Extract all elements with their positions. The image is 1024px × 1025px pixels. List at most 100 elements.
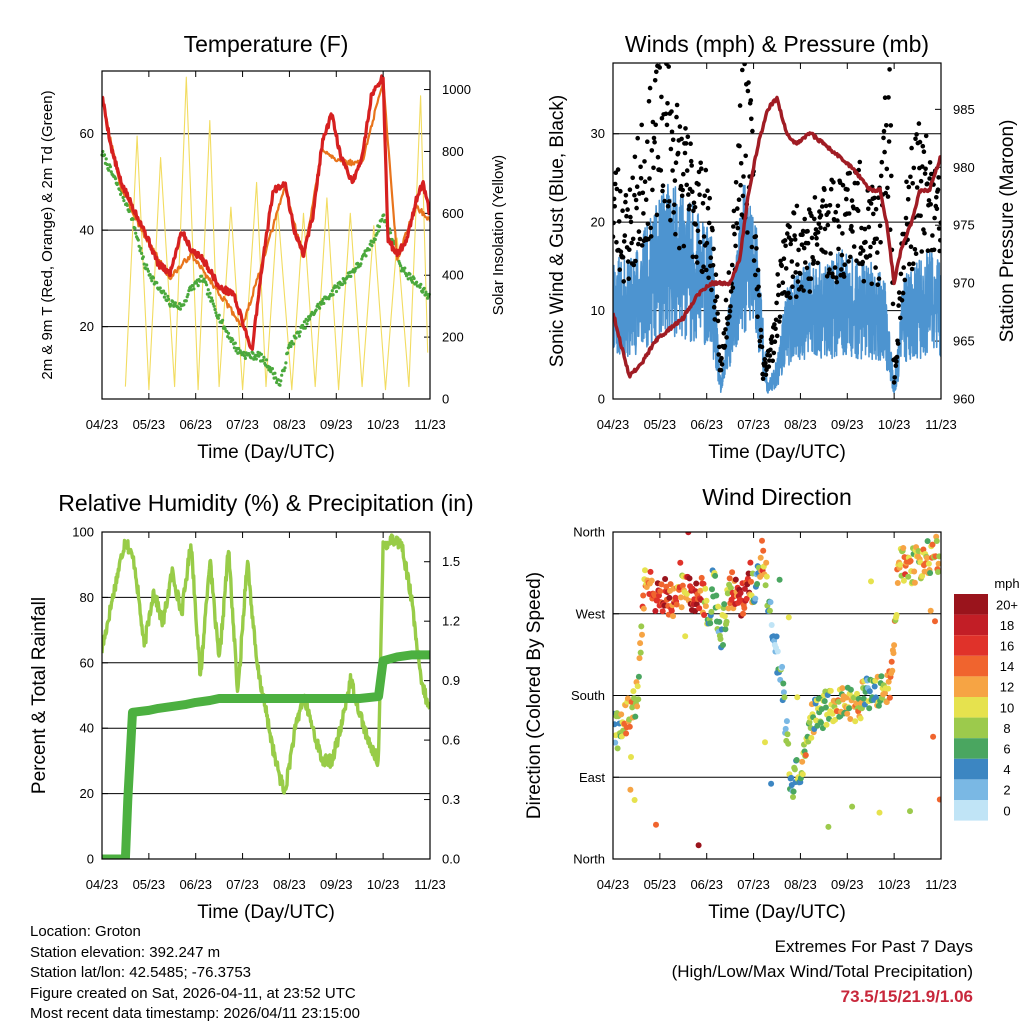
gust-point: [700, 201, 706, 206]
gust-point: [812, 195, 818, 200]
gust-point: [732, 231, 737, 237]
direction-point: [846, 705, 853, 712]
gust-point: [771, 350, 777, 356]
direction-point: [823, 721, 830, 728]
dewpoint-point: [343, 281, 347, 285]
y2-tick-label: 800: [442, 144, 464, 159]
direction-point: [891, 642, 898, 649]
y2-tick-label: 985: [953, 102, 975, 117]
gust-point: [772, 339, 778, 345]
gust-point: [763, 372, 769, 378]
direction-point: [857, 715, 864, 722]
x-tick-label: 06/23: [179, 877, 212, 892]
dewpoint-point: [189, 288, 193, 292]
gust-point: [901, 265, 906, 270]
gust-point: [719, 362, 725, 367]
gust-point: [687, 203, 692, 209]
dewpoint-point: [171, 300, 175, 304]
dewpoint-point: [122, 199, 126, 203]
gust-point: [902, 277, 908, 283]
gust-point: [642, 179, 648, 184]
gust-point: [731, 224, 736, 229]
dewpoint-point: [146, 269, 150, 273]
gust-point: [673, 231, 678, 237]
direction-point: [794, 694, 801, 701]
gust-point: [762, 357, 768, 362]
dewpoint-point: [354, 266, 358, 270]
direction-point: [720, 642, 726, 648]
series-relative-humidity: [102, 533, 430, 795]
gust-point: [713, 298, 718, 304]
y-tick-label: South: [571, 688, 605, 703]
colorbar-swatch: [954, 800, 988, 821]
gust-point: [794, 203, 800, 209]
x-tick-label: 10/23: [878, 417, 911, 432]
dewpoint-point: [283, 366, 287, 370]
gust-point: [931, 247, 937, 253]
dewpoint-point: [217, 313, 221, 317]
gust-point: [794, 294, 799, 300]
direction-point: [757, 554, 764, 561]
gust-point: [790, 274, 796, 280]
gust-point: [796, 247, 801, 253]
dewpoint-point: [178, 307, 182, 311]
gust-point: [936, 226, 941, 231]
gust-point: [930, 233, 935, 238]
info-elevation: Station elevation: 392.247 m: [30, 943, 221, 961]
x-tick-label: 05/23: [133, 877, 166, 892]
gust-point: [774, 333, 780, 339]
y2-tick-label: 970: [953, 276, 975, 291]
gust-point: [620, 254, 626, 260]
dewpoint-point: [278, 383, 282, 387]
direction-point: [808, 734, 815, 741]
direction-point: [936, 796, 941, 803]
direction-point: [875, 702, 882, 709]
gust-point: [617, 267, 622, 273]
gust-point: [682, 150, 688, 156]
gust-point: [783, 266, 789, 271]
plot-border: [612, 62, 942, 400]
direction-point: [920, 546, 927, 553]
dewpoint-point: [257, 354, 261, 358]
gust-point: [705, 205, 711, 211]
gust-point: [920, 164, 925, 169]
direction-point: [871, 683, 878, 690]
series-temp-9m: [102, 77, 430, 328]
gust-point: [647, 176, 652, 181]
gust-point: [910, 181, 915, 186]
gust-point: [615, 167, 621, 172]
gust-point: [671, 210, 676, 215]
direction-point: [825, 823, 832, 830]
direction-point: [652, 608, 659, 614]
direction-point: [763, 573, 770, 580]
gust-point: [691, 200, 697, 206]
direction-point: [876, 809, 883, 816]
direction-point: [759, 537, 765, 544]
colorbar-label: 6: [1003, 742, 1010, 757]
direction-point: [806, 719, 813, 726]
gust-point: [672, 178, 678, 183]
direction-point: [740, 610, 747, 617]
info-latlon: Station lat/lon: 42.5485; -76.3753: [30, 964, 252, 981]
gust-point: [773, 326, 778, 332]
dewpoint-point: [372, 240, 376, 244]
dewpoint-point: [282, 369, 286, 373]
x-tick-label: 08/23: [784, 877, 817, 892]
dewpoint-point: [380, 217, 384, 222]
gust-point: [777, 314, 783, 320]
dewpoint-point: [422, 286, 426, 290]
gust-point: [772, 322, 777, 327]
y-tick-label: 40: [80, 721, 94, 736]
gust-point: [651, 135, 657, 141]
gust-point: [723, 297, 729, 303]
gust-point: [839, 252, 845, 258]
direction-point: [628, 754, 634, 760]
gust-point: [848, 254, 853, 260]
gust-point: [793, 270, 798, 275]
gust-point: [932, 215, 937, 221]
direction-point: [721, 613, 728, 620]
x-tick-label: 11/23: [925, 417, 957, 432]
direction-point: [785, 614, 792, 621]
dewpoint-point: [205, 292, 209, 296]
gust-point: [800, 232, 805, 238]
